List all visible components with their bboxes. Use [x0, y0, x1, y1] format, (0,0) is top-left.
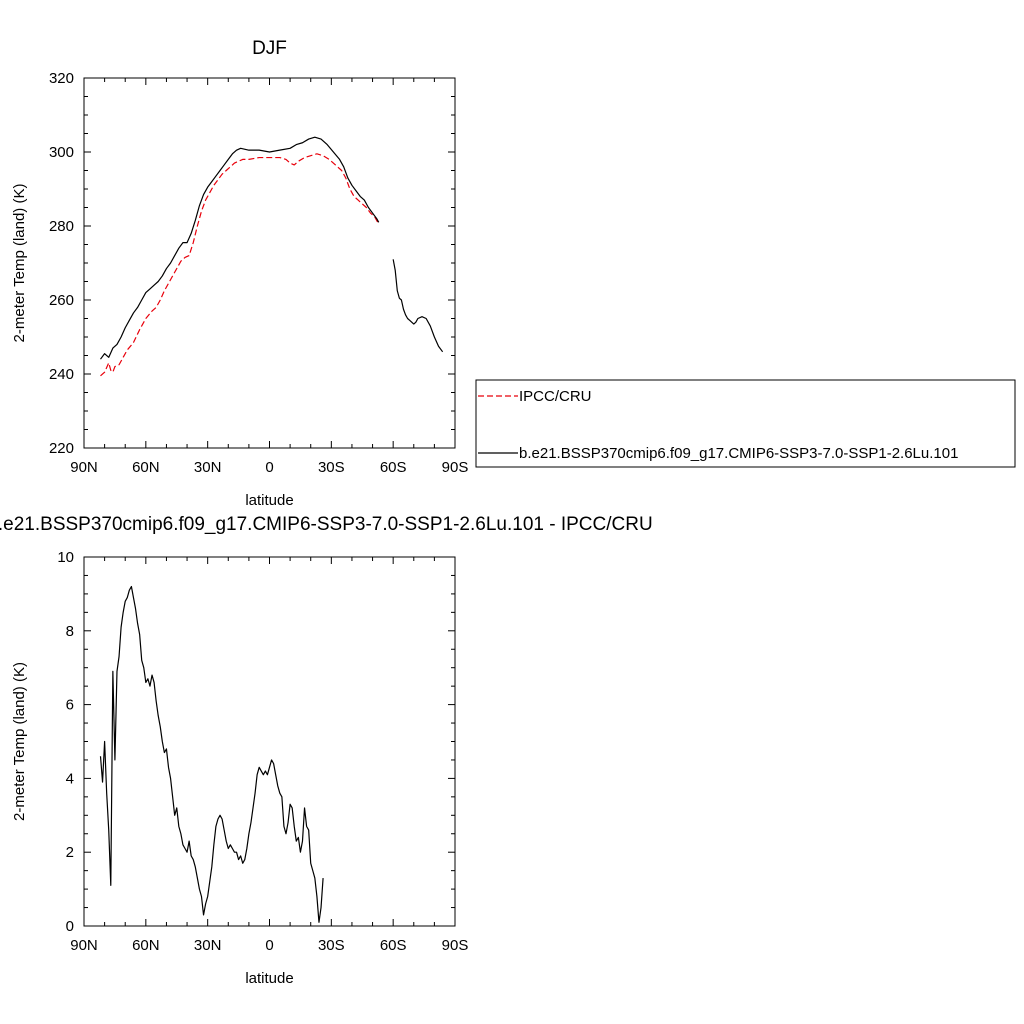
y-tick-label: 320	[49, 70, 74, 87]
x-tick-label: 60S	[380, 937, 407, 954]
y-axis-label: 2-meter Temp (land) (K)	[11, 184, 28, 343]
x-tick-label: 60N	[132, 937, 160, 954]
y-tick-label: 300	[49, 144, 74, 161]
y-tick-label: 240	[49, 366, 74, 383]
y-tick-label: 280	[49, 218, 74, 235]
x-tick-label: 30S	[318, 459, 345, 476]
y-tick-label: 4	[66, 770, 74, 787]
series-line-0-segment-0	[100, 153, 380, 377]
plot-frame	[83, 556, 456, 927]
x-tick-label: 0	[265, 459, 273, 476]
x-tick-label: 90N	[70, 459, 98, 476]
chart-title: DJF	[252, 38, 287, 59]
x-tick-label: 60S	[380, 459, 407, 476]
y-tick-label: 10	[57, 549, 74, 566]
y-tick-label: 2	[66, 844, 74, 861]
chart-title: b.e21.BSSP370cmip6.f09_g17.CMIP6-SSP3-7.…	[0, 514, 653, 535]
x-axis-label: latitude	[245, 970, 293, 987]
series-group	[99, 585, 324, 923]
y-tick-label: 0	[66, 918, 74, 935]
x-tick-label: 30N	[194, 937, 222, 954]
legend-box	[475, 379, 1016, 468]
y-tick-label: 8	[66, 623, 74, 640]
top-chart: 90N 60N 30N 0 30S 60S 90S 220 240 260 280 300 320 DJF…	[11, 38, 468, 509]
plot-frame	[83, 77, 456, 449]
series-line-1-segment-1	[392, 259, 444, 353]
legend-label-0: IPCC/CRU	[519, 388, 592, 405]
series-line-1-segment-0	[100, 136, 380, 360]
y-axis-label: 2-meter Temp (land) (K)	[11, 662, 28, 821]
legend: IPCC/CRU b.e21.BSSP370cmip6.f09_g17.CMIP6…	[475, 379, 1016, 468]
series-group	[100, 136, 444, 377]
x-tick-label: 30S	[318, 937, 345, 954]
series-line-0-segment-0	[99, 585, 324, 923]
x-tick-label: 60N	[132, 459, 160, 476]
legend-label-1: b.e21.BSSP370cmip6.f09_g17.CMIP6-SSP3-7.…	[519, 445, 958, 462]
x-tick-label: 0	[265, 937, 273, 954]
x-tick-label: 90N	[70, 937, 98, 954]
y-tick-label: 6	[66, 697, 74, 714]
x-axis-label: latitude	[245, 492, 293, 509]
difference-chart: 90N 60N 30N 0 30S 60S 90S 0 2 4 6 8 10 b.e21.BSSP370c…	[0, 514, 653, 987]
y-tick-label: 260	[49, 292, 74, 309]
x-tick-label: 30N	[194, 459, 222, 476]
y-tick-label: 220	[49, 440, 74, 457]
x-tick-label: 90S	[442, 937, 469, 954]
x-tick-label: 90S	[442, 459, 469, 476]
